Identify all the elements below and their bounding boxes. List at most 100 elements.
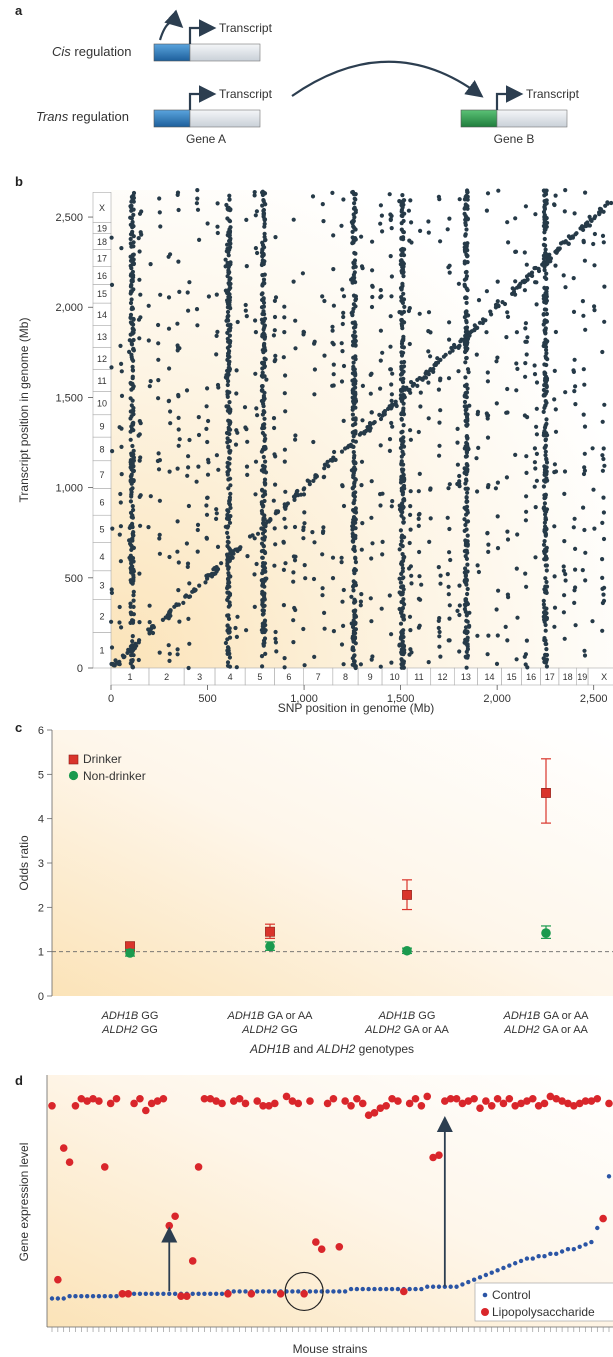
ptl-point bbox=[416, 625, 421, 630]
ptl-point bbox=[436, 194, 441, 199]
d-lps-point bbox=[106, 1099, 115, 1108]
ptl-point bbox=[462, 284, 467, 289]
ptl-point bbox=[426, 310, 432, 315]
ptl-point bbox=[399, 353, 405, 358]
ptl-point bbox=[130, 486, 135, 491]
ptl-point bbox=[352, 597, 357, 602]
ptl-point bbox=[175, 519, 180, 524]
ptl-point bbox=[259, 250, 265, 255]
ptl-point bbox=[369, 556, 374, 561]
ptl-point bbox=[117, 532, 122, 537]
ptl-point bbox=[262, 344, 267, 349]
c-y-axis-label: Odds ratio bbox=[17, 835, 31, 891]
ptl-point bbox=[225, 660, 231, 665]
d-control-point bbox=[442, 1284, 448, 1289]
d-lps-point bbox=[581, 1097, 590, 1105]
x-chr-label: 14 bbox=[485, 672, 495, 682]
ptl-point bbox=[138, 493, 143, 498]
ptl-point bbox=[408, 437, 413, 442]
ptl-point bbox=[544, 198, 549, 203]
d-control-point bbox=[307, 1289, 313, 1294]
d-y-axis-label: Gene expression level bbox=[17, 1143, 31, 1262]
ptl-point bbox=[426, 230, 431, 235]
ptl-point bbox=[340, 321, 345, 327]
ptl-point bbox=[410, 383, 415, 388]
ptl-point bbox=[195, 188, 200, 193]
c-nondrinker-marker bbox=[541, 928, 551, 938]
ptl-point bbox=[282, 330, 287, 335]
ptl-point bbox=[515, 532, 520, 537]
ptl-point bbox=[388, 367, 393, 372]
ptl-point bbox=[227, 193, 232, 198]
ptl-point bbox=[321, 525, 326, 530]
b-x-tick-label: 2,500 bbox=[580, 693, 608, 705]
ptl-point bbox=[167, 469, 172, 474]
ptl-point bbox=[496, 588, 501, 593]
ptl-point bbox=[447, 603, 452, 608]
y-chr-label: 3 bbox=[99, 581, 104, 591]
ptl-point bbox=[465, 543, 470, 548]
ptl-point bbox=[544, 384, 549, 390]
ptl-point bbox=[353, 431, 358, 436]
ptl-point bbox=[245, 472, 250, 477]
ptl-point bbox=[543, 449, 548, 454]
d-lps-point bbox=[71, 1102, 80, 1110]
ptl-point bbox=[228, 241, 233, 246]
ptl-point bbox=[493, 302, 499, 307]
d-control-point bbox=[79, 1293, 84, 1299]
cis-transcript-text: Transcript bbox=[219, 21, 273, 35]
ptl-point bbox=[130, 408, 135, 413]
ptl-point bbox=[118, 559, 123, 564]
ptl-point bbox=[127, 538, 132, 543]
ptl-point bbox=[475, 325, 480, 330]
ptl-point bbox=[322, 626, 327, 631]
ptl-point bbox=[463, 625, 469, 630]
ptl-point bbox=[130, 461, 135, 466]
ptl-point bbox=[353, 385, 358, 390]
ptl-point bbox=[129, 658, 134, 663]
ptl-point bbox=[224, 516, 230, 521]
ptl-point bbox=[185, 473, 190, 478]
d-lps-point bbox=[241, 1099, 250, 1108]
ptl-point bbox=[128, 510, 134, 515]
ptl-point bbox=[271, 416, 277, 421]
ptl-point bbox=[515, 285, 520, 290]
d-control-point bbox=[606, 1174, 612, 1179]
ptl-point bbox=[401, 198, 406, 203]
ptl-point bbox=[225, 559, 230, 564]
panel-a-diagram: Transcript Transcript Gene A Transcript … bbox=[153, 9, 580, 146]
d-control-point bbox=[231, 1289, 236, 1294]
ptl-point bbox=[463, 232, 468, 237]
ptl-point bbox=[263, 237, 268, 242]
ptl-point bbox=[462, 337, 467, 342]
d-lps-point bbox=[124, 1290, 133, 1298]
ptl-point bbox=[407, 540, 412, 546]
ptl-point bbox=[130, 376, 135, 381]
d-control-point bbox=[313, 1289, 319, 1294]
ptl-point bbox=[227, 344, 232, 349]
ptl-point bbox=[128, 396, 133, 401]
ptl-point bbox=[261, 198, 266, 203]
c-drinker-marker bbox=[265, 926, 275, 937]
ptl-point bbox=[331, 233, 336, 238]
ptl-point bbox=[207, 573, 212, 578]
ptl-point bbox=[378, 503, 383, 508]
d-lps-point bbox=[165, 1221, 174, 1230]
ptl-point bbox=[214, 507, 219, 512]
d-lps-point bbox=[458, 1099, 467, 1108]
ptl-point bbox=[532, 446, 538, 451]
ptl-point bbox=[262, 396, 267, 401]
ptl-point bbox=[128, 437, 133, 442]
ptl-point bbox=[476, 445, 481, 450]
ptl-point bbox=[524, 509, 529, 514]
ptl-point bbox=[428, 486, 433, 491]
ptl-point bbox=[563, 188, 568, 193]
ptl-point bbox=[195, 207, 201, 212]
ptl-point bbox=[465, 562, 470, 567]
ptl-point bbox=[380, 350, 385, 355]
ptl-point bbox=[244, 217, 249, 222]
y-chr-label: 4 bbox=[99, 552, 104, 562]
d-control-point bbox=[548, 1251, 553, 1257]
ptl-point bbox=[117, 604, 122, 610]
